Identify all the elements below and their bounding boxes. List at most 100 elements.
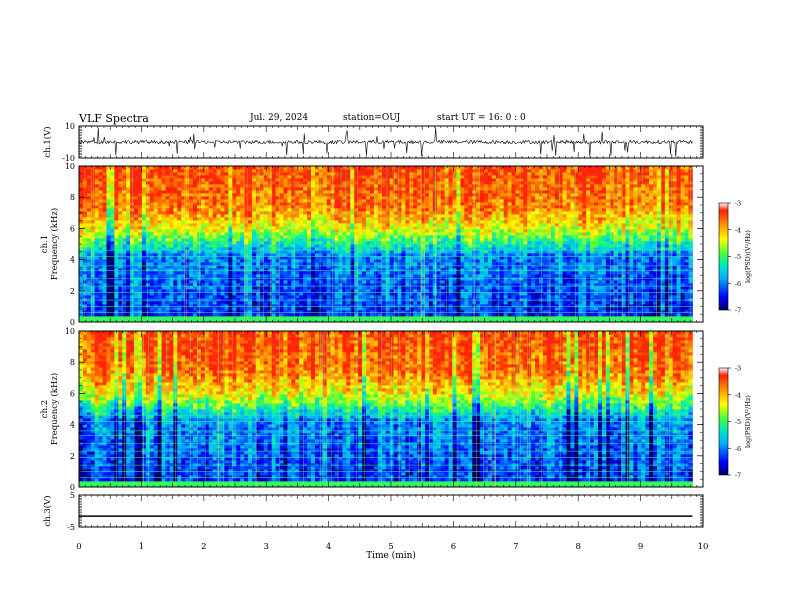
spectrogram-cell [98,244,103,248]
spectrogram-cell [102,301,107,305]
spectrogram-cell [220,310,225,314]
spectrogram-cell [224,283,229,287]
spectrogram-cell [106,196,111,200]
spectrogram-cell [98,265,103,269]
spectrogram-cell [267,211,273,215]
spectrogram-cell [208,211,214,215]
spectrogram-cell [373,286,379,290]
spectrogram-cell [232,280,237,284]
spectrogram-cell [94,178,100,182]
spectrogram-cell [102,280,107,284]
spectrogram-cell [79,295,84,299]
spectrogram-cell [118,274,123,278]
spectrogram-cell [342,280,347,284]
spectrogram-cell [248,199,253,203]
spectrogram-cell [114,274,119,278]
spectrogram-cell [271,307,276,311]
spectrogram-cell [428,277,434,281]
spectrogram-cell [318,229,324,233]
spectrogram-cell [354,166,359,170]
spectrogram-cell [149,235,155,239]
spectrogram-cell [326,307,332,311]
spectrogram-cell [373,175,379,179]
spectrogram-cell [385,277,391,281]
spectrogram-cell [448,181,453,185]
spectrogram-cell [425,313,430,317]
spectrogram-cell [326,193,332,197]
spectrogram-cell [193,172,198,176]
spectrogram-cell [248,319,253,323]
spectrogram-cell [149,229,155,233]
spectrogram-cell [137,199,143,203]
spectrogram-cell [196,289,202,293]
spectrogram-cell [173,271,178,275]
spectrogram-cell [232,169,237,173]
spectrogram-cell [322,184,328,188]
spectrogram-cell [299,244,304,248]
spectrogram-cell [134,277,139,281]
spectrogram-cell [161,304,166,308]
spectrogram-cell [189,256,194,260]
spectrogram-cell [165,166,170,170]
spectrogram-cell [338,277,343,281]
spectrogram-cell [134,172,139,176]
spectrogram-cell [248,280,253,284]
spectrogram-cell [157,247,162,251]
spectrogram-cell [232,196,237,200]
spectrogram-cell [440,232,446,236]
spectrogram-cell [157,205,162,209]
spectrogram-cell [236,298,241,302]
spectrogram-cell [126,253,131,257]
spectrogram-cell [381,250,387,254]
spectrogram-cell [102,235,107,239]
spectrogram-cell [421,187,426,191]
spectrogram-cell [267,181,273,185]
spectrogram-cell [153,298,159,302]
spectrogram-cell [334,238,339,242]
spectrogram-cell [228,181,233,185]
spectrogram-cell [189,289,194,293]
spectrogram-cell [338,265,343,269]
spectrogram-cell [208,187,214,191]
spectrogram-cell [279,196,284,200]
spectrogram-cell [102,193,107,197]
spectrogram-cell [169,169,174,173]
spectrogram-cell [177,232,182,236]
spectrogram-cell [98,229,103,233]
spectrogram-cell [263,175,269,179]
spectrogram-cell [110,298,115,302]
spectrogram-cell [189,193,194,197]
spectrogram-cell [425,175,430,179]
spectrogram-cell [401,274,406,278]
spectrogram-cell [196,175,202,179]
spectrogram-cell [200,268,206,272]
spectrogram-cell [90,202,96,206]
spectrogram-cell [157,250,162,254]
spectrogram-cell [118,205,123,209]
spectrogram-cell [106,187,111,191]
spectrogram-cell [307,217,312,221]
spectrogram-cell [452,262,457,266]
spectrogram-cell [153,313,159,317]
spectrogram-cell [118,295,123,299]
spectrogram-cell [224,178,229,182]
spectrogram-cell [401,229,406,233]
spectrogram-cell [452,244,457,248]
spectrogram-cell [318,217,324,221]
spectrogram-cell [397,220,402,224]
spectrogram-cell [236,262,241,266]
spectrogram-cell [153,268,159,272]
spectrogram-cell [228,277,233,281]
spectrogram-cell [220,286,225,290]
spectrogram-cell [177,253,182,257]
spectrogram-cell [421,169,426,173]
spectrogram-cell [185,289,190,293]
spectrogram-cell [114,247,119,251]
spectrogram-cell [169,229,174,233]
spectrogram-cell [114,253,119,257]
spectrogram-cell [334,217,339,221]
spectrogram-cell [134,301,139,305]
spectrogram-cell [271,313,276,317]
spectrogram-cell [252,310,257,314]
spectrogram-cell [169,190,174,194]
